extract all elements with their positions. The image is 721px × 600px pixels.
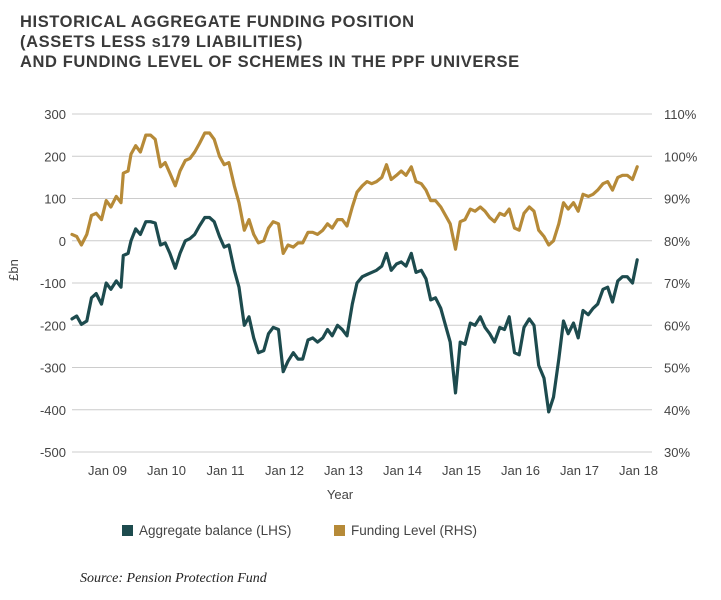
y-left-tick-label: -500 (40, 445, 66, 460)
x-tick-label: Jan 16 (501, 463, 540, 478)
y-left-tick-label: -400 (40, 403, 66, 418)
title-line-3: AND FUNDING LEVEL OF SCHEMES IN THE PPF … (20, 53, 520, 71)
y-right-tick-label: 80% (664, 234, 690, 249)
y-right-tick-label: 60% (664, 318, 690, 333)
x-tick-label: Jan 11 (206, 463, 244, 478)
y-left-tick-label: -300 (40, 361, 66, 376)
series-line-funding-level (70, 131, 639, 255)
legend-label-balance: Aggregate balance (LHS) (139, 523, 292, 538)
y-right-tick-label: 70% (664, 276, 690, 291)
chart-title: HISTORICAL AGGREGATE FUNDING POSITION (A… (20, 12, 520, 72)
y-left-tick-label: 0 (59, 234, 66, 249)
y-left-tick-label: 200 (44, 149, 66, 164)
source-note: Source: Pension Protection Fund (80, 571, 267, 586)
x-tick-label: Jan 12 (265, 463, 304, 478)
y-left-tick-label: 100 (44, 192, 66, 207)
legend-item-balance: Aggregate balance (LHS) (122, 523, 291, 538)
x-tick-label: Jan 14 (383, 463, 422, 478)
y-right-tick-label: 40% (664, 403, 690, 418)
x-tick-label: Jan 17 (560, 463, 599, 478)
legend-item-funding: Funding Level (RHS) (334, 523, 477, 538)
y-right-tick-label: 50% (664, 361, 690, 376)
y-left-tick-label: 300 (44, 107, 66, 122)
y-left-tick-label: -100 (40, 276, 66, 291)
legend-label-funding: Funding Level (RHS) (351, 523, 478, 538)
series-line-aggregate-balance (70, 215, 639, 414)
y-right-tick-label: 110% (664, 107, 697, 122)
y-right-tick-label: 30% (664, 445, 690, 460)
title-line-1: HISTORICAL AGGREGATE FUNDING POSITION (20, 13, 415, 31)
x-tick-label: Jan 09 (88, 463, 127, 478)
y-axis-label: £bn (6, 259, 21, 281)
y-right-tick-label: 100% (664, 149, 698, 164)
y-left-tick-label: -200 (40, 318, 66, 333)
title-line-2: (ASSETS LESS s179 LIABILITIES) (20, 33, 303, 51)
x-axis-label: Year (327, 487, 354, 502)
legend-swatch-balance (122, 525, 133, 536)
y-right-tick-label: 90% (664, 192, 690, 207)
legend-swatch-funding (334, 525, 345, 536)
x-tick-label: Jan 10 (147, 463, 186, 478)
x-tick-label: Jan 13 (324, 463, 363, 478)
x-tick-label: Jan 15 (442, 463, 481, 478)
chart-legend: Aggregate balance (LHS) Funding Level (R… (0, 523, 721, 543)
x-tick-label: Jan 18 (619, 463, 658, 478)
